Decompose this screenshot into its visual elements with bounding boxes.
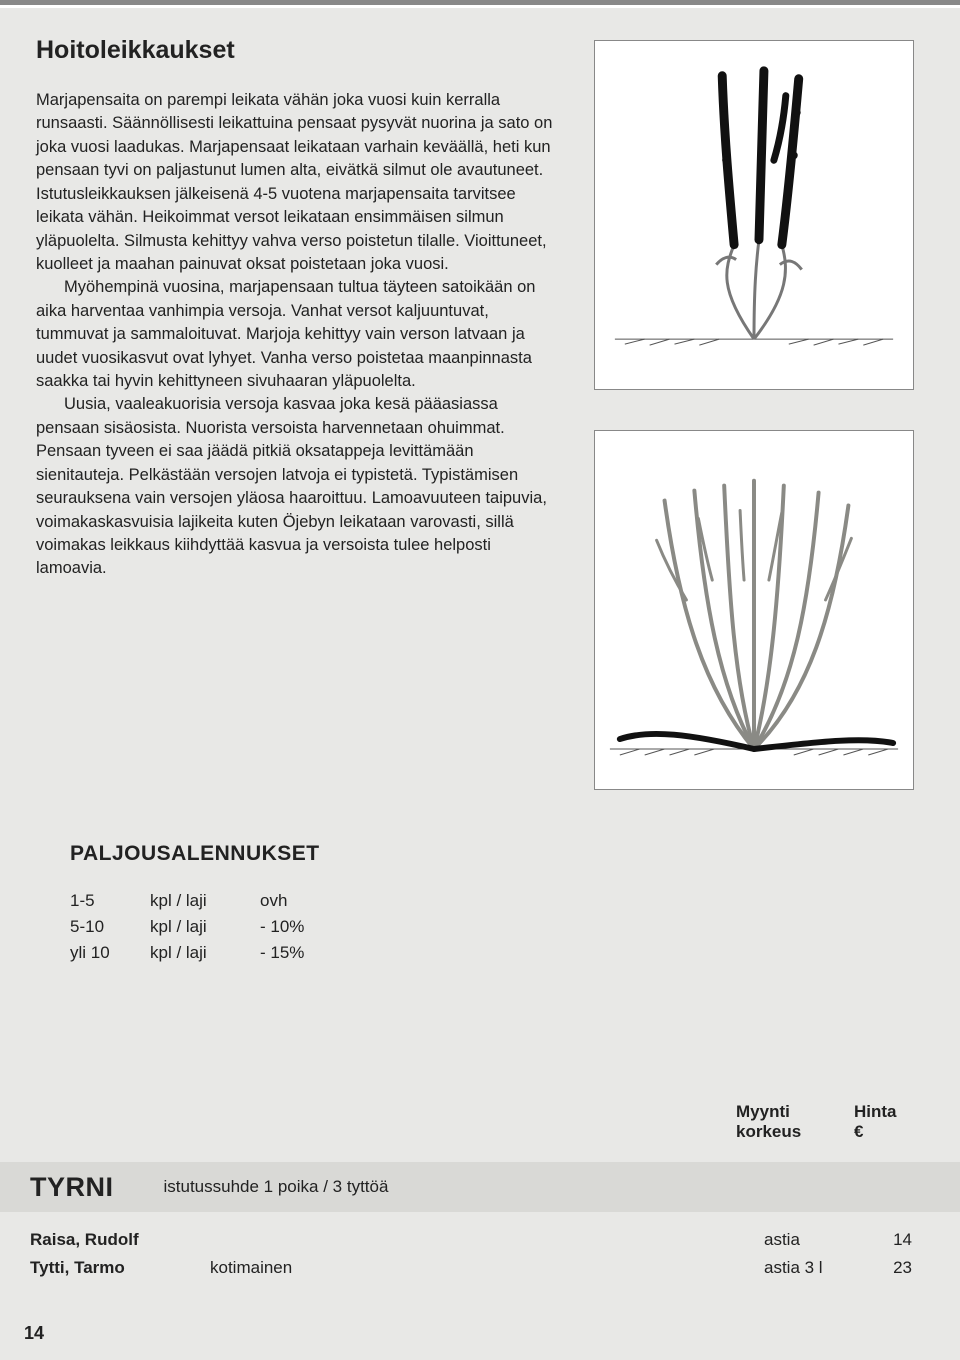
discount-block: PALJOUSALENNUKSET 1-5 kpl / laji ovh 5-1… (36, 842, 924, 967)
discount-row: 1-5 kpl / laji ovh (70, 888, 924, 914)
product-name: Raisa, Rudolf (30, 1230, 210, 1250)
col-header-price: Hinta € (854, 1102, 908, 1142)
bush-illustration-young (594, 40, 914, 390)
product-note: kotimainen (210, 1258, 764, 1278)
category-subtitle: istutussuhde 1 poika / 3 tyttöä (164, 1177, 389, 1197)
category-title: TYRNI (30, 1172, 114, 1203)
discount-price: - 10% (260, 914, 350, 940)
bush-illustration-mature (594, 430, 914, 790)
col-header-height: Myynti korkeus (736, 1102, 814, 1142)
discount-table: 1-5 kpl / laji ovh 5-10 kpl / laji - 10%… (70, 888, 924, 967)
product-price: 23 (872, 1258, 912, 1278)
discount-title: PALJOUSALENNUKSET (70, 842, 924, 866)
body-text: Marjapensaita on parempi leikata vähän j… (36, 89, 556, 581)
page-number: 14 (24, 1323, 44, 1344)
product-price: 14 (872, 1230, 912, 1250)
discount-unit: kpl / laji (150, 940, 260, 966)
paragraph-3: Uusia, vaaleakuorisia versoja kasvaa jok… (36, 393, 556, 580)
product-name: Tytti, Tarmo (30, 1258, 210, 1278)
discount-row: 5-10 kpl / laji - 10% (70, 914, 924, 940)
discount-qty: 5-10 (70, 914, 150, 940)
top-divider (0, 0, 960, 8)
product-rows: Raisa, Rudolf astia 14 Tytti, Tarmo koti… (30, 1230, 912, 1286)
column-headers: Myynti korkeus Hinta € (736, 1102, 908, 1142)
discount-qty: yli 10 (70, 940, 150, 966)
product-height: astia (764, 1230, 872, 1250)
page-title: Hoitoleikkaukset (36, 36, 556, 65)
discount-unit: kpl / laji (150, 888, 260, 914)
paragraph-2: Myöhempinä vuosina, marjapensaan tultua … (36, 276, 556, 393)
category-bar: TYRNI istutussuhde 1 poika / 3 tyttöä (0, 1162, 960, 1212)
paragraph-1: Marjapensaita on parempi leikata vähän j… (36, 89, 556, 276)
illustration-column (584, 36, 924, 790)
product-row: Tytti, Tarmo kotimainen astia 3 l 23 (30, 1258, 912, 1286)
text-column: Hoitoleikkaukset Marjapensaita on paremp… (36, 36, 556, 790)
discount-row: yli 10 kpl / laji - 15% (70, 940, 924, 966)
product-height: astia 3 l (764, 1258, 872, 1278)
discount-price: - 15% (260, 940, 350, 966)
discount-price: ovh (260, 888, 350, 914)
discount-unit: kpl / laji (150, 914, 260, 940)
discount-qty: 1-5 (70, 888, 150, 914)
product-row: Raisa, Rudolf astia 14 (30, 1230, 912, 1258)
